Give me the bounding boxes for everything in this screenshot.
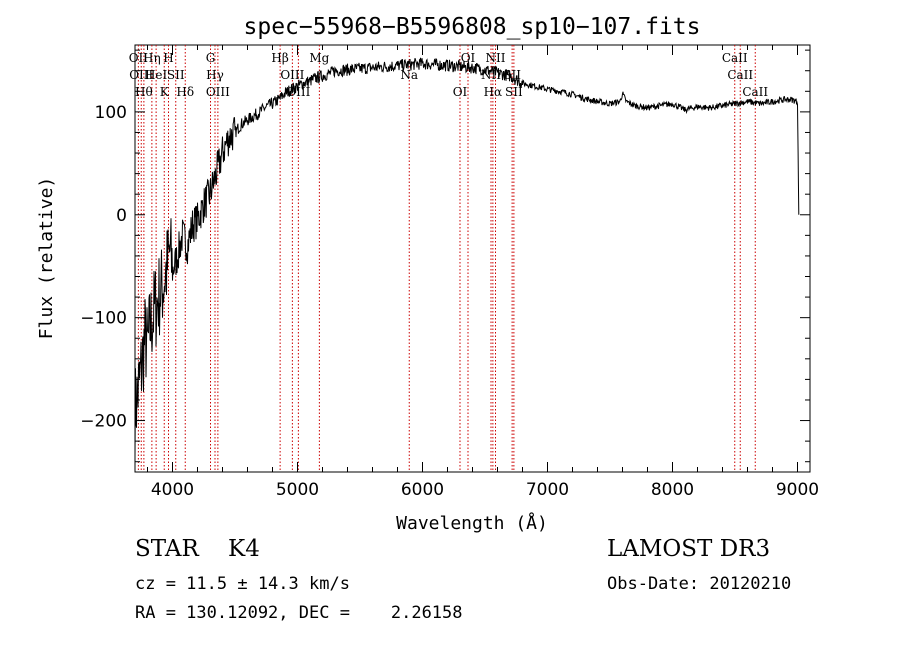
- spectral-line-label: CaII: [727, 68, 753, 82]
- object-class: STAR K4: [135, 536, 260, 562]
- spectral-line-label: G: [206, 51, 216, 65]
- x-tick-label: 5000: [276, 480, 319, 500]
- spectral-line-label: OIII: [280, 68, 304, 82]
- x-tick-label: 9000: [776, 480, 819, 500]
- spectral-line-label: CaII: [722, 51, 748, 65]
- chart-title: spec−55968−B5596808_sp10−107.fits: [244, 14, 701, 40]
- spectral-line-label: Hθ: [135, 85, 153, 99]
- ra-dec-coordinates: RA = 130.12092, DEC = 2.26158: [135, 603, 463, 623]
- flux-series-line: [134, 57, 800, 457]
- y-tick-label: −100: [80, 309, 127, 329]
- x-tick-label: 6000: [401, 480, 444, 500]
- spectral-line-label: H: [163, 51, 173, 65]
- spectral-line-label: Hγ: [206, 68, 224, 82]
- spectral-line-label: Hβ: [271, 51, 288, 65]
- spectral-line-label: K: [160, 85, 170, 99]
- spectral-line-label: OIII: [129, 68, 153, 82]
- y-axis-label: Flux (relative): [36, 177, 57, 340]
- x-tick-label: 4000: [151, 480, 194, 500]
- spectral-line-label: SII: [505, 85, 523, 99]
- spectral-line-label: SII: [167, 68, 185, 82]
- x-tick-label: 8000: [651, 480, 694, 500]
- x-tick-label: 7000: [526, 480, 569, 500]
- spectral-line-label: CaII: [742, 85, 768, 99]
- y-tick-label: 100: [95, 103, 127, 123]
- survey-name: LAMOST DR3: [607, 536, 771, 562]
- spectral-line-label: Hδ: [176, 85, 194, 99]
- spectral-line-label: HeI: [145, 68, 168, 82]
- y-axis-ticks: −200 −100 0 100: [80, 49, 810, 463]
- spectral-line-label: OII: [129, 51, 149, 65]
- redshift-cz: cz = 11.5 ± 14.3 km/s: [135, 574, 350, 594]
- spectral-lines-layer: [137, 45, 756, 472]
- spectral-line-label: Hη: [143, 51, 161, 65]
- spectral-line-label: NII: [486, 51, 506, 65]
- spectral-line-label: OIII: [206, 85, 230, 99]
- observation-date: Obs-Date: 20120210: [607, 574, 792, 594]
- spectral-line-label: OI: [453, 85, 468, 99]
- x-axis-label: Wavelength (Å): [396, 512, 548, 534]
- spectral-line-label: Hα: [484, 85, 503, 99]
- x-axis-ticks: 4000 5000 6000 7000 8000 9000: [147, 45, 819, 500]
- y-tick-label: 0: [116, 206, 127, 226]
- spectral-line-label: Mg: [309, 51, 329, 65]
- y-tick-label: −200: [80, 412, 127, 432]
- spectral-line-label: Na: [400, 68, 418, 82]
- line-labels-layer: OIIOIIIHθHηHeIKHSIIHδGHγOIIIHβOIIIOIIIMg…: [129, 51, 769, 99]
